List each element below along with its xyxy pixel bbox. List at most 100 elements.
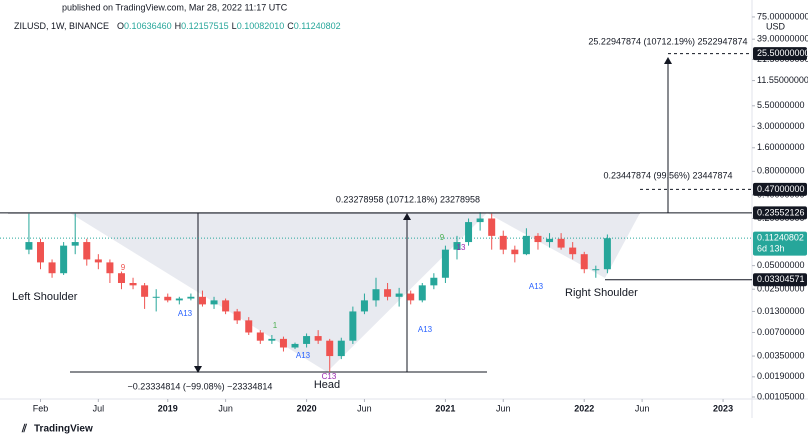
candle-body — [384, 289, 392, 297]
candle-body — [465, 222, 473, 243]
annotation: 0.23278958 (10712.18%) 23278958 — [336, 194, 480, 204]
x-tick-label: 2020 — [297, 403, 317, 413]
candle-body — [395, 293, 403, 297]
y-tick-label: 11.55000000 — [757, 75, 808, 85]
arrow-head — [403, 213, 411, 220]
price-box — [753, 273, 807, 287]
candle-body — [279, 338, 287, 348]
candle-body — [314, 336, 322, 341]
annotation: −0.23334814 (−99.08%) −23334814 — [128, 381, 273, 391]
candle-body — [592, 269, 600, 271]
x-tick-label: 2023 — [713, 403, 733, 413]
candle-body — [476, 218, 484, 223]
marker: 9 — [121, 263, 126, 272]
y-tick-label: 0.00105000 — [757, 391, 805, 401]
annotation: 0.23447874 (99.56%) 23447874 — [603, 170, 732, 180]
y-tick-label: 75.00000000 — [757, 11, 808, 21]
footer — [0, 418, 808, 440]
legend: ZILUSD, 1W, BINANCE O0.10636460 H0.1215751… — [14, 21, 341, 31]
candle-body — [534, 235, 542, 243]
annotation: Left Shoulder — [12, 291, 78, 303]
published-note: published on TradingView.com, Mar 28, 20… — [62, 2, 288, 12]
x-tick-label: Jun — [496, 403, 511, 413]
candle-body — [233, 311, 241, 321]
candle-body — [187, 296, 195, 299]
annotation: Right Shoulder — [565, 287, 638, 299]
candle-body — [603, 238, 611, 270]
candle-body — [268, 338, 276, 341]
brand: TradingView — [34, 424, 93, 435]
marker: A13 — [296, 351, 311, 360]
ohlc-name: L — [232, 21, 237, 31]
candle-body — [557, 238, 565, 248]
candle-body — [198, 296, 206, 305]
y-tick-label: 1.60000000 — [757, 142, 805, 152]
candle-body — [360, 300, 368, 312]
y-tick-label: 0.00190000 — [757, 371, 805, 381]
price-box-label: 25.50000000 — [757, 48, 808, 58]
candle-body — [175, 298, 183, 301]
pattern-head — [8, 213, 487, 372]
x-tick-label: 2021 — [435, 403, 455, 413]
x-tick-label: Feb — [33, 403, 49, 413]
ohlc-value: 0.10082010 — [237, 21, 285, 31]
ohlc-value: 0.12157515 — [181, 21, 229, 31]
candle-body — [569, 247, 577, 255]
candle-body — [83, 242, 91, 260]
ohlc-name: O — [117, 21, 124, 31]
candle-body — [94, 259, 102, 263]
candle-body — [326, 340, 334, 357]
symbol: ZILUSD, 1W, BINANCE — [14, 21, 109, 31]
y-tick-label: 39.00000000 — [757, 34, 808, 44]
price-box — [753, 206, 807, 220]
arrow-head — [194, 366, 202, 373]
annotation: Head — [314, 379, 340, 391]
y-tick-label: 0.00350000 — [757, 350, 805, 360]
price-box — [753, 182, 807, 196]
price-box-label: 0.23552126 — [757, 207, 805, 217]
candle-body — [141, 285, 149, 297]
ohlc-value: 0.11240802 — [294, 21, 341, 31]
y-tick-label: 0.05000000 — [757, 260, 805, 270]
candle-body — [430, 277, 438, 286]
candle-body — [407, 293, 415, 301]
candle-body — [488, 218, 496, 236]
y-tick-label: 3.00000000 — [757, 121, 805, 131]
candle-body — [60, 245, 68, 274]
marker: 9 — [440, 233, 445, 242]
x-tick-label: Jul — [93, 403, 105, 413]
logo-mark: ⫽ — [21, 423, 28, 435]
marker: A13 — [418, 325, 433, 334]
candle-body — [129, 283, 137, 286]
arrow-head — [664, 57, 672, 64]
y-tick-label: 0.80000000 — [757, 166, 805, 176]
candle-body — [580, 254, 588, 270]
marker: 1 — [273, 321, 278, 330]
x-tick-label: Jun — [635, 403, 650, 413]
candle-body — [499, 235, 507, 250]
y-tick-label: 0.01300000 — [757, 306, 805, 316]
y-tick-label: 0.02500000 — [757, 284, 805, 294]
candle-body — [372, 289, 380, 301]
candle-body — [25, 242, 33, 250]
ohlc-value: 0.10636460 — [124, 21, 172, 31]
candle-body — [546, 238, 554, 243]
y-tick-label: 0.00700000 — [757, 327, 805, 337]
x-tick-label: Jun — [357, 403, 372, 413]
marker: A13 — [529, 282, 544, 291]
current-price-box — [753, 231, 807, 256]
x-tick-label: Jun — [218, 403, 233, 413]
candle-body — [453, 242, 461, 250]
candle-body — [152, 296, 160, 298]
candle-body — [511, 249, 519, 255]
marker: A13 — [178, 309, 193, 318]
marker: C13 — [322, 372, 337, 381]
candle-body — [48, 262, 56, 274]
current-price-label: 0.11240802 — [757, 232, 804, 242]
candle-body — [256, 332, 264, 341]
candle-body — [303, 336, 311, 344]
candle-body — [291, 343, 299, 348]
candle-body — [337, 340, 345, 357]
ohlc-name: C — [287, 21, 294, 31]
